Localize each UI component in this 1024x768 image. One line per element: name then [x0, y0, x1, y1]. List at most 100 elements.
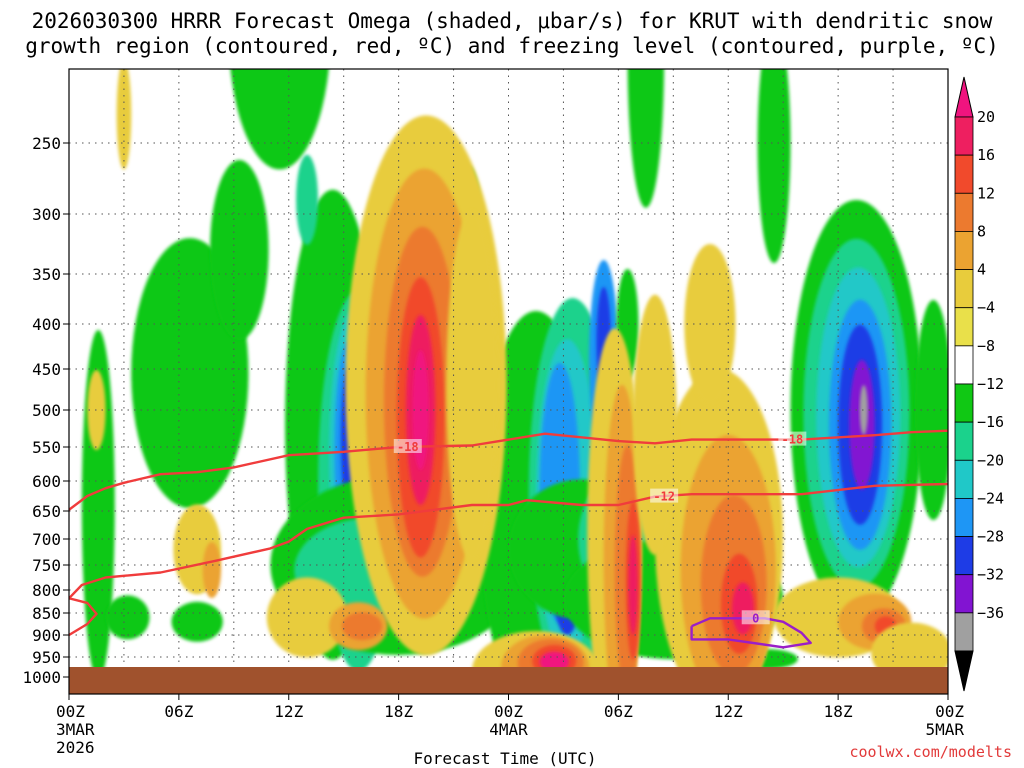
colorbar-band — [954, 116, 974, 156]
omega-region — [171, 601, 223, 642]
colorbar-label: −4 — [977, 299, 995, 317]
colorbar-band — [954, 459, 974, 499]
contour-lines: -18 -18 -12 0 — [69, 429, 948, 649]
omega-region — [627, 69, 665, 208]
colorbar-label: 16 — [977, 146, 995, 164]
colorbar-bottom-arrow — [954, 650, 974, 692]
y-tick-label: 550 — [32, 438, 61, 457]
colorbar-label: −8 — [977, 337, 995, 355]
x-tick-label: 12Z — [714, 702, 743, 721]
x-tick-label: 06Z — [604, 702, 633, 721]
y-tick-label: 800 — [32, 581, 61, 600]
omega-region — [296, 154, 319, 245]
y-tick-label: 400 — [32, 315, 61, 334]
chart-title-line-2: growth region (contoured, red, ºC) and f… — [25, 34, 999, 58]
colorbar-band — [954, 307, 974, 347]
credit-text: coolwx.com/modelts — [849, 743, 1012, 761]
y-tick-label: 300 — [32, 205, 61, 224]
y-tick-label: 450 — [32, 360, 61, 379]
colorbar-label: −32 — [977, 566, 1004, 584]
omega-region — [446, 210, 498, 561]
omega-region — [539, 651, 569, 672]
omega-region — [266, 577, 348, 658]
colorbar-band — [954, 192, 974, 232]
colorbar-band — [954, 421, 974, 461]
colorbar-band — [954, 383, 974, 423]
x-tick-label: 12Z — [274, 702, 303, 721]
y-axis: 250 300 350 400 450 500 550 600 650 700 750 800 850 9… — [22, 134, 69, 687]
colorbar-label: 20 — [977, 108, 995, 126]
colorbar-label: −36 — [977, 604, 1004, 622]
colorbar-band — [954, 536, 974, 576]
colorbar-label: 12 — [977, 184, 995, 202]
omega-region — [633, 294, 677, 555]
colorbar-label: 8 — [977, 222, 986, 240]
omega-region — [230, 69, 329, 170]
omega-region — [859, 385, 868, 435]
contour-label-bg — [778, 431, 807, 446]
y-tick-label: 350 — [32, 265, 61, 284]
colorbar-top-arrow — [954, 76, 974, 118]
omega-region — [628, 535, 638, 635]
contour-label: -12 — [653, 490, 675, 504]
contour-line — [690, 617, 812, 649]
chart-title-line-1: 2026030300 HRRR Forecast Omega (shaded, … — [32, 9, 993, 33]
contour-label-bg — [741, 610, 770, 625]
colorbar-band — [954, 231, 974, 270]
colorbar-band — [954, 154, 974, 194]
contour-label: -18 — [782, 433, 804, 447]
gridlines — [69, 69, 948, 694]
omega-region — [341, 612, 383, 641]
y-tick-label: 700 — [32, 530, 61, 549]
colorbar-band — [954, 345, 974, 385]
colorbar-label: −20 — [977, 451, 1004, 469]
y-tick-label: 600 — [32, 472, 61, 491]
contour-label-bg — [650, 488, 679, 503]
colorbar-label: −28 — [977, 528, 1004, 546]
contour-label: -18 — [397, 440, 419, 454]
plot-area: -18 -18 -12 0 — [69, 69, 948, 694]
omega-region — [731, 582, 754, 635]
contour-label-bg — [393, 439, 422, 453]
omega-region — [757, 69, 791, 263]
omega-region — [210, 160, 269, 340]
y-tick-label: 750 — [32, 556, 61, 575]
colorbar-band — [954, 574, 974, 614]
contour-label: 0 — [752, 611, 759, 625]
colorbar-band — [954, 612, 974, 652]
colorbar-label: −16 — [977, 413, 1004, 431]
colorbar-band — [954, 498, 974, 537]
x-tick-sublabel: 3MAR — [56, 720, 95, 739]
y-tick-label: 1000 — [22, 668, 61, 687]
x-axis-title: Forecast Time (UTC) — [413, 749, 596, 768]
x-tick-sublabel: 5MAR — [925, 720, 964, 739]
omega-region — [116, 69, 132, 170]
y-tick-label: 950 — [32, 648, 61, 667]
colorbar-band — [954, 269, 974, 309]
y-tick-label: 850 — [32, 604, 61, 623]
x-tick-label: 18Z — [824, 702, 853, 721]
x-tick-label: 06Z — [164, 702, 193, 721]
y-tick-label: 650 — [32, 502, 61, 521]
x-tick-label: 00Z — [494, 702, 523, 721]
y-tick-label: 500 — [32, 401, 61, 420]
colorbar: 20 16 12 8 4 −4 −8 −12 −16 −20 −24 −28 −32 −36 — [954, 76, 1004, 692]
colorbar-label: −24 — [977, 489, 1004, 507]
x-tick-sublabel: 2026 — [56, 738, 95, 757]
x-tick-label: 00Z — [56, 702, 85, 721]
terrain-surface — [69, 667, 948, 694]
y-tick-label: 900 — [32, 626, 61, 645]
omega-shading — [81, 69, 948, 694]
colorbar-label: −12 — [977, 375, 1004, 393]
x-tick-label: 18Z — [384, 702, 413, 721]
omega-region — [202, 542, 221, 598]
omega-region — [684, 244, 736, 404]
x-tick-sublabel: 4MAR — [489, 720, 528, 739]
x-tick-label: 00Z — [935, 702, 964, 721]
y-tick-label: 250 — [32, 134, 61, 153]
omega-region — [915, 300, 948, 520]
omega-region — [105, 595, 150, 640]
colorbar-label: 4 — [977, 261, 986, 279]
